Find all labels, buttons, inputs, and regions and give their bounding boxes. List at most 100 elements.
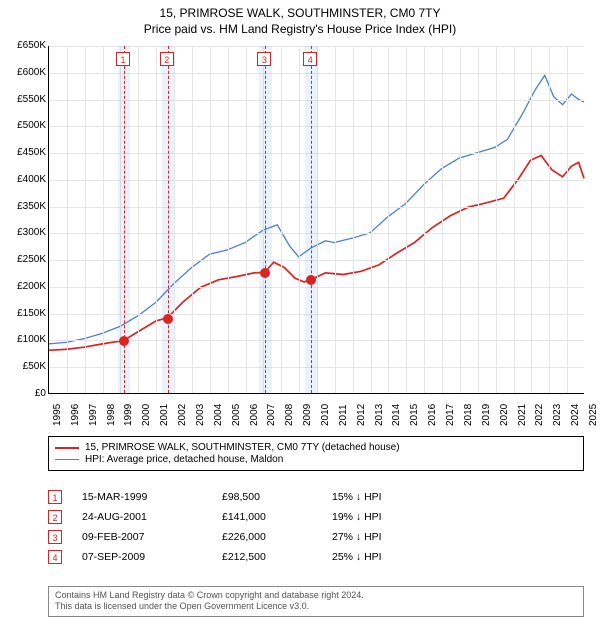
y-axis-tick-label: £550K	[2, 94, 46, 105]
transaction-price: £98,500	[222, 491, 312, 503]
transaction-vline	[265, 46, 266, 393]
y-axis-tick-label: £300K	[2, 227, 46, 238]
legend-swatch	[55, 459, 79, 460]
x-axis-tick-label: 2020	[499, 404, 510, 426]
legend: 15, PRIMROSE WALK, SOUTHMINSTER, CM0 7TY…	[48, 436, 584, 471]
gridline-vertical	[406, 46, 407, 393]
gridline-vertical	[103, 46, 104, 393]
y-axis-tick-label: £400K	[2, 174, 46, 185]
y-axis-tick-label: £600K	[2, 67, 46, 78]
y-axis-tick-label: £50K	[2, 361, 46, 372]
transaction-price: £141,000	[222, 511, 312, 523]
x-axis-tick-label: 2002	[177, 404, 188, 426]
y-axis-tick-label: £450K	[2, 147, 46, 158]
x-axis-tick-label: 2010	[320, 404, 331, 426]
x-axis-tick-label: 2016	[427, 404, 438, 426]
transaction-row-badge: 1	[48, 490, 62, 504]
gridline-vertical	[85, 46, 86, 393]
legend-label: HPI: Average price, detached house, Mald…	[85, 454, 283, 465]
transaction-table: 1 15-MAR-1999 £98,500 15% ↓ HPI 2 24-AUG-2001…	[48, 484, 584, 570]
gridline-vertical	[549, 46, 550, 393]
transaction-date: 24-AUG-2001	[82, 511, 202, 523]
transaction-badge: 3	[257, 52, 271, 66]
x-axis-tick-label: 2008	[284, 404, 295, 426]
transaction-row: 1 15-MAR-1999 £98,500 15% ↓ HPI	[48, 490, 584, 504]
gridline-vertical	[138, 46, 139, 393]
transaction-row: 3 09-FEB-2007 £226,000 27% ↓ HPI	[48, 530, 584, 544]
y-axis-tick-label: £200K	[2, 281, 46, 292]
gridline-vertical	[246, 46, 247, 393]
transaction-delta: 25% ↓ HPI	[332, 551, 422, 563]
x-axis-tick-label: 2018	[463, 404, 474, 426]
y-axis-tick-label: £250K	[2, 254, 46, 265]
legend-swatch	[55, 447, 79, 449]
transaction-price: £212,500	[222, 551, 312, 563]
x-axis-tick-label: 1997	[88, 404, 99, 426]
gridline-vertical	[210, 46, 211, 393]
x-axis-tick-label: 2025	[588, 404, 599, 426]
x-axis-tick-label: 2017	[445, 404, 456, 426]
transaction-vline	[168, 46, 169, 393]
x-axis-tick-label: 2021	[517, 404, 528, 426]
footer-line-1: Contains HM Land Registry data © Crown c…	[55, 590, 577, 601]
transaction-badge: 1	[116, 52, 130, 66]
transaction-row-badge: 3	[48, 530, 62, 544]
y-axis-tick-label: £100K	[2, 334, 46, 345]
gridline-vertical	[478, 46, 479, 393]
transaction-price: £226,000	[222, 531, 312, 543]
x-axis-tick-label: 2014	[391, 404, 402, 426]
footer-line-2: This data is licensed under the Open Gov…	[55, 601, 577, 612]
legend-item: HPI: Average price, detached house, Mald…	[55, 454, 577, 465]
title-block: 15, PRIMROSE WALK, SOUTHMINSTER, CM0 7TY…	[0, 0, 600, 36]
x-axis-tick-label: 2019	[481, 404, 492, 426]
y-axis-tick-label: £0	[2, 388, 46, 399]
transaction-dot	[260, 268, 270, 278]
y-axis-tick-label: £350K	[2, 201, 46, 212]
x-axis-tick-label: 2023	[552, 404, 563, 426]
transaction-delta: 27% ↓ HPI	[332, 531, 422, 543]
y-axis-tick-label: £150K	[2, 308, 46, 319]
transaction-date: 09-FEB-2007	[82, 531, 202, 543]
gridline-vertical	[496, 46, 497, 393]
x-axis-tick-label: 2004	[213, 404, 224, 426]
transaction-dot	[163, 314, 173, 324]
transaction-delta: 15% ↓ HPI	[332, 491, 422, 503]
attribution-footer: Contains HM Land Registry data © Crown c…	[48, 586, 584, 617]
x-axis-tick-label: 2015	[409, 404, 420, 426]
transaction-delta: 19% ↓ HPI	[332, 511, 422, 523]
gridline-vertical	[371, 46, 372, 393]
x-axis-tick-label: 2001	[159, 404, 170, 426]
gridline-vertical	[281, 46, 282, 393]
x-axis-tick-label: 1996	[70, 404, 81, 426]
gridline-vertical	[424, 46, 425, 393]
gridline-vertical	[514, 46, 515, 393]
gridline-vertical	[335, 46, 336, 393]
transaction-vline	[311, 46, 312, 393]
gridline-vertical	[567, 46, 568, 393]
x-axis-tick-label: 2022	[534, 404, 545, 426]
gridline-vertical	[67, 46, 68, 393]
x-axis-tick-label: 1998	[106, 404, 117, 426]
transaction-dot	[306, 275, 316, 285]
transaction-date: 15-MAR-1999	[82, 491, 202, 503]
x-axis-tick-label: 2012	[356, 404, 367, 426]
gridline-vertical	[174, 46, 175, 393]
gridline-vertical	[388, 46, 389, 393]
gridline-vertical	[460, 46, 461, 393]
x-axis-tick-label: 1995	[52, 404, 63, 426]
y-axis-tick-label: £500K	[2, 120, 46, 131]
chart-container: 15, PRIMROSE WALK, SOUTHMINSTER, CM0 7TY…	[0, 0, 600, 620]
transaction-dot	[119, 336, 129, 346]
transaction-badge: 4	[303, 52, 317, 66]
transaction-row-badge: 4	[48, 550, 62, 564]
legend-label: 15, PRIMROSE WALK, SOUTHMINSTER, CM0 7TY…	[85, 442, 400, 453]
transaction-date: 07-SEP-2009	[82, 551, 202, 563]
gridline-vertical	[442, 46, 443, 393]
transaction-row-badge: 2	[48, 510, 62, 524]
chart-plot-area	[48, 46, 584, 394]
gridline-vertical	[353, 46, 354, 393]
transaction-badge: 2	[160, 52, 174, 66]
title-line-2: Price paid vs. HM Land Registry's House …	[0, 22, 600, 36]
x-axis-tick-label: 2007	[266, 404, 277, 426]
gridline-vertical	[156, 46, 157, 393]
